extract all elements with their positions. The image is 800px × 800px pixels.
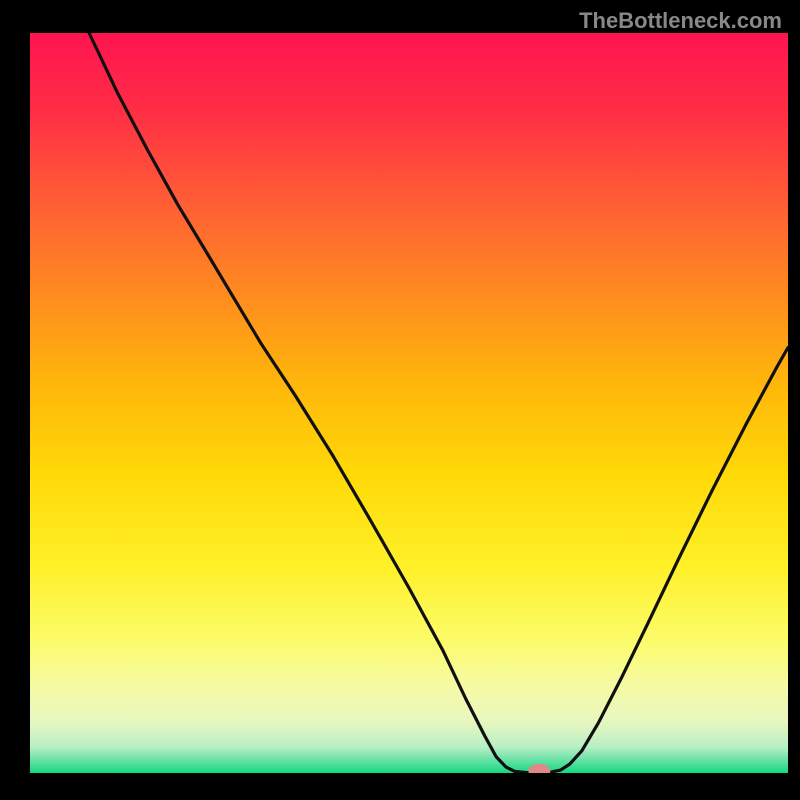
chart-svg xyxy=(30,33,788,773)
watermark-text: TheBottleneck.com xyxy=(579,8,782,34)
chart-container xyxy=(30,33,788,773)
